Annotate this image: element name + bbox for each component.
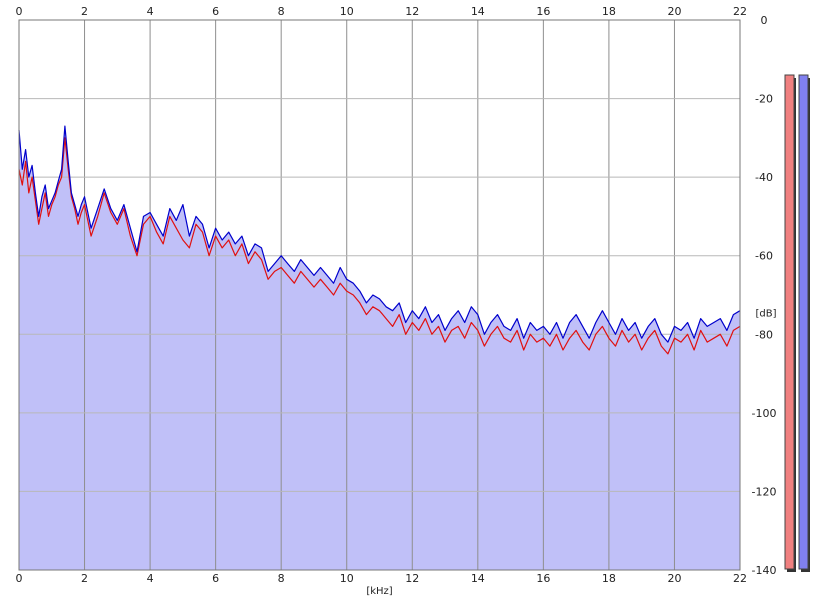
x-tick-label-top: 8	[278, 5, 285, 18]
x-tick-label-bottom: 22	[733, 572, 747, 585]
y-tick-label: -100	[752, 407, 777, 420]
x-tick-label-top: 6	[212, 5, 219, 18]
plot-area	[19, 20, 740, 570]
x-tick-label-top: 4	[147, 5, 154, 18]
series-line-1	[18, 125, 741, 343]
y-tick-label: -80	[755, 328, 773, 341]
x-tick-label-top: 14	[471, 5, 485, 18]
x-tick-label-bottom: 6	[212, 572, 219, 585]
y-tick-label: -60	[755, 250, 773, 263]
x-tick-label-top: 18	[602, 5, 616, 18]
x-tick-label-top: 22	[733, 5, 747, 18]
x-axis-label: [kHz]	[366, 586, 392, 597]
x-tick-label-top: 2	[81, 5, 88, 18]
x-tick-label-bottom: 8	[278, 572, 285, 585]
y-tick-label: 0	[761, 14, 768, 27]
axes: 002244668810101212141416161818202022220-…	[16, 5, 777, 597]
spectrum-fill	[19, 126, 740, 570]
x-tick-label-top: 0	[16, 5, 23, 18]
plot-frame	[18, 19, 741, 571]
y-axis-label: [dB]	[755, 308, 776, 319]
x-tick-label-top: 12	[405, 5, 419, 18]
y-tick-label: -120	[752, 485, 777, 498]
level-meter-1	[798, 74, 809, 570]
x-tick-label-bottom: 16	[536, 572, 550, 585]
x-tick-label-bottom: 20	[667, 572, 681, 585]
x-tick-label-bottom: 10	[340, 572, 354, 585]
series-line-0	[18, 137, 741, 355]
x-tick-label-bottom: 18	[602, 572, 616, 585]
x-tick-label-bottom: 14	[471, 572, 485, 585]
x-tick-label-bottom: 0	[16, 572, 23, 585]
y-tick-label: -40	[755, 171, 773, 184]
x-tick-label-top: 16	[536, 5, 550, 18]
x-tick-label-bottom: 4	[147, 572, 154, 585]
series-layer	[18, 125, 741, 355]
y-tick-label: -20	[755, 93, 773, 106]
x-tick-label-bottom: 12	[405, 572, 419, 585]
level-meters	[784, 74, 810, 572]
y-tick-label: -140	[752, 564, 777, 577]
level-meter-0	[784, 74, 795, 570]
x-tick-label-top: 10	[340, 5, 354, 18]
x-tick-label-bottom: 2	[81, 572, 88, 585]
x-tick-label-top: 20	[667, 5, 681, 18]
